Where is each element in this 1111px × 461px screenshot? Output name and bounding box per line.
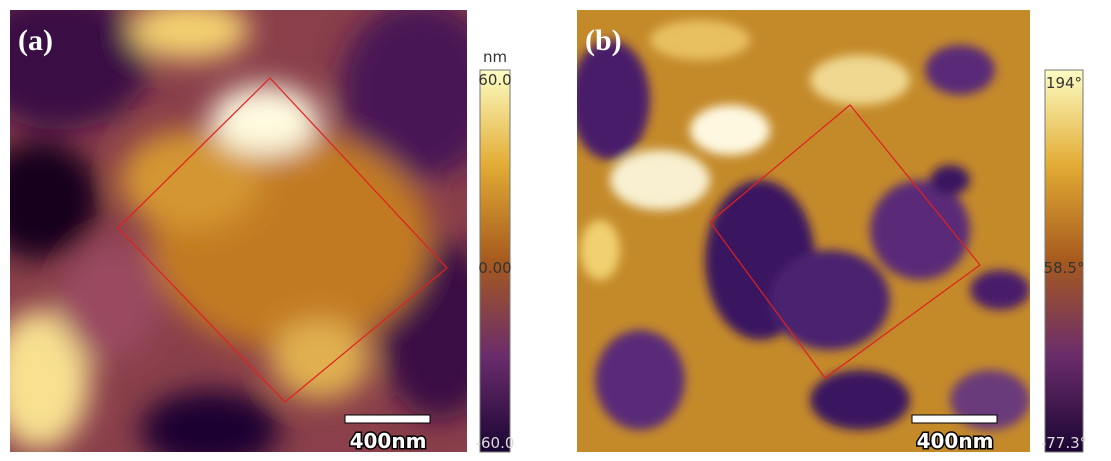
- colorbar-tick: 58.5°: [1044, 259, 1085, 277]
- colorbar-unit: nm: [483, 48, 507, 66]
- panel-label: (b): [585, 24, 622, 57]
- colorbar-tick: 0.00: [478, 259, 511, 277]
- colorbar-tick: 194°: [1046, 74, 1082, 92]
- image-a: 400nm: [0, 0, 500, 461]
- figure: 400nm (a) nm 60.0 0.00 -60.0 400nm: [0, 0, 1111, 461]
- colorbar-tick: -77.3°: [1041, 434, 1087, 452]
- scale-bar-label: 400nm: [917, 429, 994, 453]
- image-b: 400nm: [570, 10, 1030, 453]
- panel-label: (a): [18, 24, 53, 57]
- colorbar-tick: 60.0: [478, 71, 511, 89]
- scale-bar-label: 400nm: [350, 429, 427, 453]
- colorbar-tick: -60.0: [476, 434, 515, 452]
